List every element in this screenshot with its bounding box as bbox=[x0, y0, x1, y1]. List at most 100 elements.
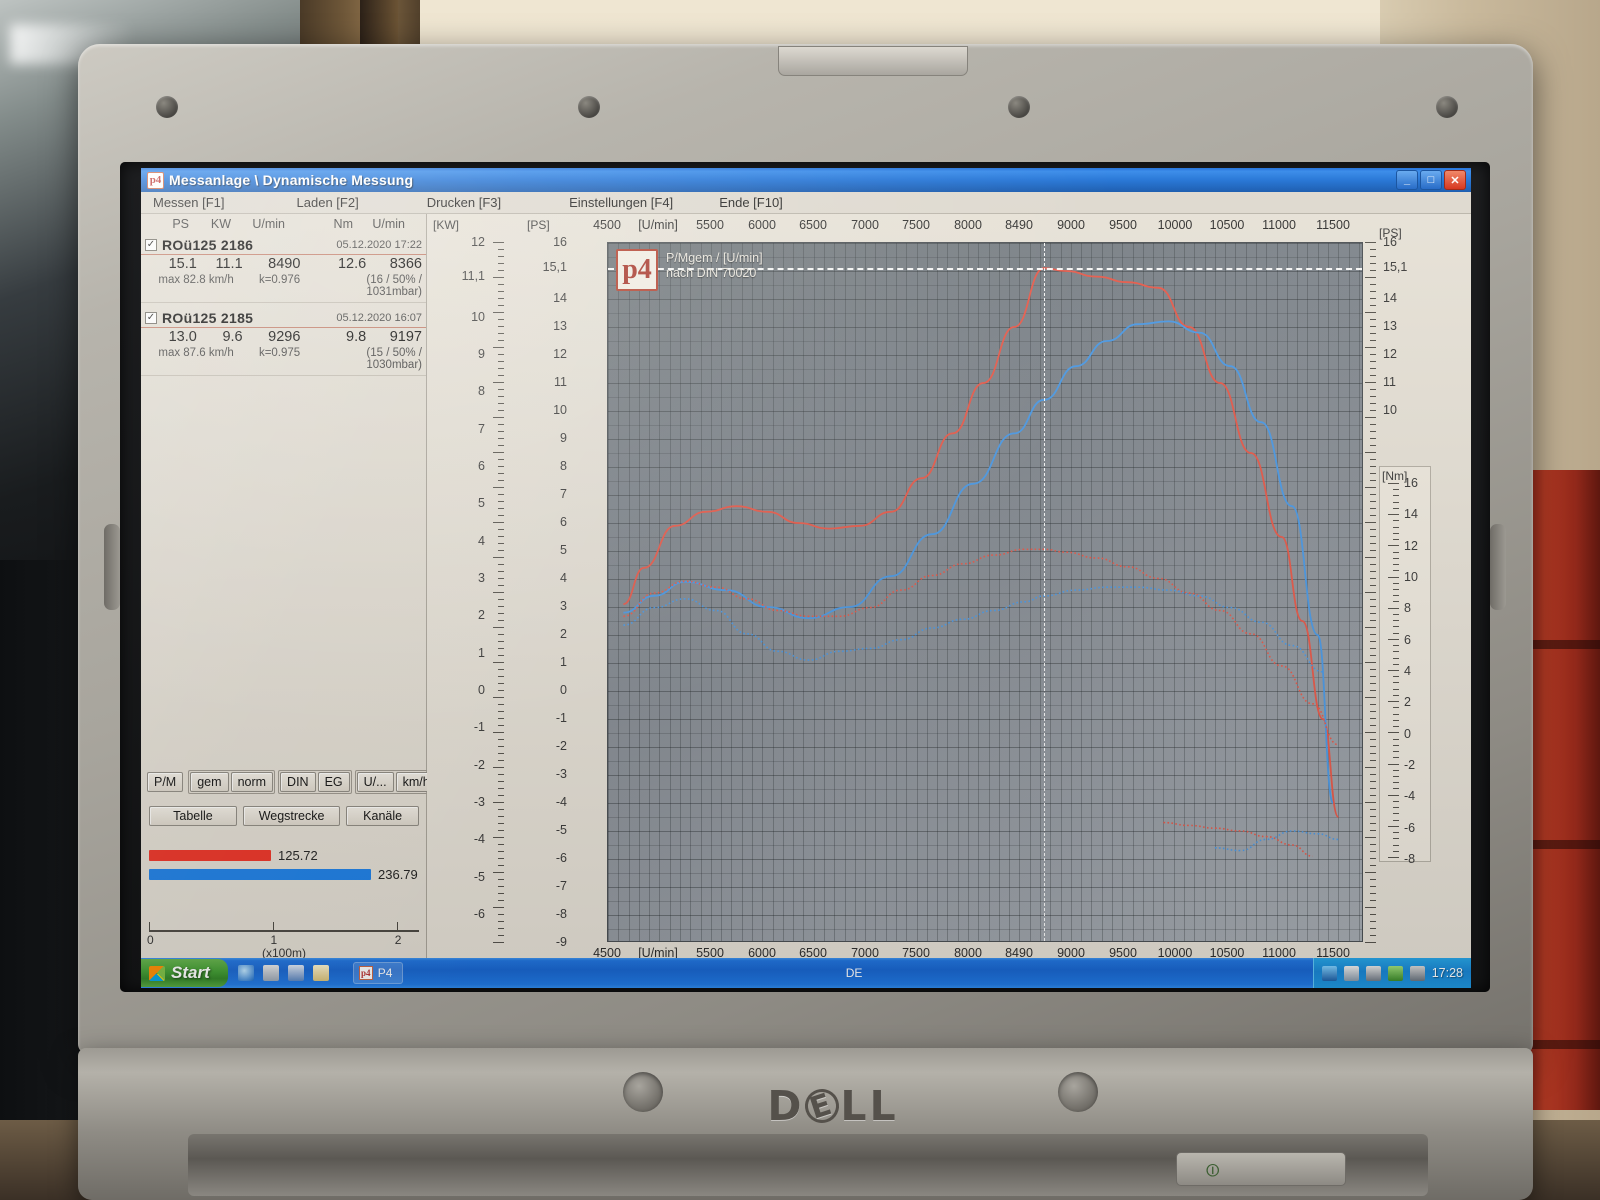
usb-icon[interactable] bbox=[1409, 965, 1425, 981]
axis-tick-mark bbox=[498, 886, 504, 887]
axis-tick-label: 10 bbox=[471, 309, 485, 324]
network-icon[interactable] bbox=[1343, 965, 1359, 981]
distance-tick bbox=[397, 922, 399, 931]
measurement-checkbox[interactable]: ✓ bbox=[145, 239, 157, 251]
shield-icon[interactable] bbox=[1387, 965, 1403, 981]
plot-area[interactable]: p4 P/Mgem / [U/min] nach DIN 70020 bbox=[607, 242, 1363, 942]
sidebar-column-headers: PS KW U/min Nm U/min bbox=[141, 214, 426, 232]
standard-eg-button[interactable]: EG bbox=[317, 772, 350, 792]
menu-messen[interactable]: Messen [F1] bbox=[153, 195, 225, 210]
tabelle-button[interactable]: Tabelle bbox=[149, 806, 237, 826]
x-tick-top-7500: 7500 bbox=[902, 218, 930, 232]
axis-tick-mark bbox=[498, 655, 504, 656]
minimize-button[interactable]: _ bbox=[1396, 170, 1418, 190]
menu-laden[interactable]: Laden [F2] bbox=[296, 195, 359, 210]
pm-toggle-button[interactable]: P/M bbox=[147, 772, 184, 792]
gridline-horizontal bbox=[608, 803, 1362, 804]
axis-tick-mark bbox=[1393, 582, 1399, 584]
axis-tick-mark bbox=[1388, 732, 1399, 734]
measurement-header[interactable]: ✓ ROü125 2185 05.12.2020 16:07 bbox=[141, 309, 426, 328]
distance-label-0: 0 bbox=[147, 933, 154, 947]
p4-logo-icon: p4 bbox=[616, 249, 658, 291]
language-indicator[interactable]: DE bbox=[845, 966, 863, 980]
col-nm: Nm bbox=[333, 217, 353, 231]
axis-tick-mark bbox=[1365, 697, 1376, 698]
axis-tick-mark bbox=[498, 368, 504, 369]
gridline-vertical bbox=[700, 243, 702, 941]
axis-tick-mark bbox=[498, 725, 504, 726]
axis-tick-mark bbox=[1393, 813, 1399, 815]
axis-tick-mark bbox=[498, 494, 504, 495]
axis-tick-mark bbox=[498, 410, 504, 411]
gridline-vertical bbox=[1091, 243, 1093, 941]
signal-icon[interactable] bbox=[1321, 965, 1337, 981]
measurement-conditions: max 87.6 km/h k=0.975 (15 / 50% / 1030mb… bbox=[141, 346, 426, 372]
mode-gem-button[interactable]: gem bbox=[190, 772, 229, 792]
gridline-vertical bbox=[1266, 243, 1268, 941]
distance-tick bbox=[149, 922, 150, 931]
standard-din-button[interactable]: DIN bbox=[280, 772, 316, 792]
axis-tick-mark bbox=[1388, 794, 1399, 796]
measurement-checkbox[interactable]: ✓ bbox=[145, 312, 157, 324]
axis-tick-mark bbox=[1370, 291, 1376, 292]
menu-drucken[interactable]: Drucken [F3] bbox=[426, 195, 502, 210]
shelf-divider bbox=[1520, 640, 1600, 649]
axis-tick-mark bbox=[1393, 719, 1399, 721]
gridline-horizontal bbox=[608, 593, 1362, 594]
axis-tick-mark bbox=[498, 781, 504, 782]
axis-tick-mark bbox=[1393, 645, 1399, 647]
plot-annotation: P/Mgem / [U/min] nach DIN 70020 bbox=[666, 251, 763, 281]
axis-tick-mark bbox=[1365, 907, 1376, 908]
axis-tick-label: -2 bbox=[1404, 758, 1416, 772]
unit-kmh-button[interactable]: km/h bbox=[395, 772, 437, 792]
axis-tick-mark bbox=[1365, 942, 1376, 943]
clock[interactable]: 17:28 bbox=[1431, 966, 1463, 980]
help-icon[interactable] bbox=[287, 965, 304, 981]
axis-tick-mark bbox=[498, 340, 504, 341]
measurement-header[interactable]: ✓ ROü125 2186 05.12.2020 17:22 bbox=[141, 236, 426, 255]
axis-tick-mark bbox=[493, 802, 504, 803]
folder-icon[interactable] bbox=[312, 965, 329, 981]
ie-icon[interactable] bbox=[237, 965, 254, 981]
axis-tick-label: -4 bbox=[473, 832, 485, 847]
power-button[interactable] bbox=[1176, 1152, 1346, 1186]
ambient-conditions: (16 / 50% / 1031mbar) bbox=[366, 274, 422, 298]
axis-tick-label: 14 bbox=[1404, 507, 1418, 522]
cursor-vertical-line[interactable] bbox=[1044, 243, 1046, 941]
start-button[interactable]: Start bbox=[141, 959, 228, 987]
gridline-vertical bbox=[854, 243, 856, 941]
gridline-vertical bbox=[1194, 243, 1196, 941]
menu-ende[interactable]: Ende [F10] bbox=[719, 195, 783, 210]
x-tick-bottom-9500: 9500 bbox=[1109, 946, 1137, 960]
wegstrecke-button[interactable]: Wegstrecke bbox=[242, 806, 341, 826]
axis-tick-mark bbox=[1388, 763, 1399, 765]
measurement-entry[interactable]: ✓ ROü125 2185 05.12.2020 16:07 13.0 9.6 … bbox=[141, 309, 426, 376]
taskbar-item-p4[interactable]: p4 P4 bbox=[352, 962, 404, 984]
kanaele-button[interactable]: Kanäle bbox=[346, 806, 419, 826]
unit-rpm-button[interactable]: U/... bbox=[356, 772, 394, 792]
axis-tick-mark bbox=[498, 305, 504, 306]
measurement-entry[interactable]: ✓ ROü125 2186 05.12.2020 17:22 15.1 11.1… bbox=[141, 236, 426, 303]
maximize-button[interactable]: □ bbox=[1420, 170, 1442, 190]
axis-tick-mark bbox=[498, 256, 504, 257]
windows-taskbar: Start p4 P4 DE bbox=[141, 958, 1471, 988]
axis-tick-mark bbox=[498, 501, 504, 502]
menu-einstellungen[interactable]: Einstellungen [F4] bbox=[569, 195, 674, 210]
axis-tick-mark bbox=[1370, 704, 1376, 705]
axis-tick-mark bbox=[498, 795, 504, 796]
cursor-horizontal-line bbox=[608, 268, 1362, 271]
axis-tick-label: -9 bbox=[555, 935, 567, 949]
volume-icon[interactable] bbox=[1365, 965, 1381, 981]
x-tick-bottom-10500: 10500 bbox=[1209, 946, 1245, 960]
axis-tick-label: 8 bbox=[1404, 601, 1411, 616]
laptop-screen: p4 Messanlage \ Dynamische Messung _ □ ✕… bbox=[141, 168, 1471, 988]
close-button[interactable]: ✕ bbox=[1444, 170, 1466, 190]
media-icon[interactable] bbox=[262, 965, 279, 981]
axis-tick-mark bbox=[498, 543, 504, 544]
axis-tick-label: 10 bbox=[1404, 570, 1418, 584]
axis-tick-mark bbox=[498, 284, 504, 285]
gridline-horizontal bbox=[608, 257, 1362, 258]
axis-tick-mark bbox=[1370, 914, 1376, 915]
mode-norm-button[interactable]: norm bbox=[230, 772, 274, 792]
axis-tick-mark bbox=[498, 893, 504, 894]
